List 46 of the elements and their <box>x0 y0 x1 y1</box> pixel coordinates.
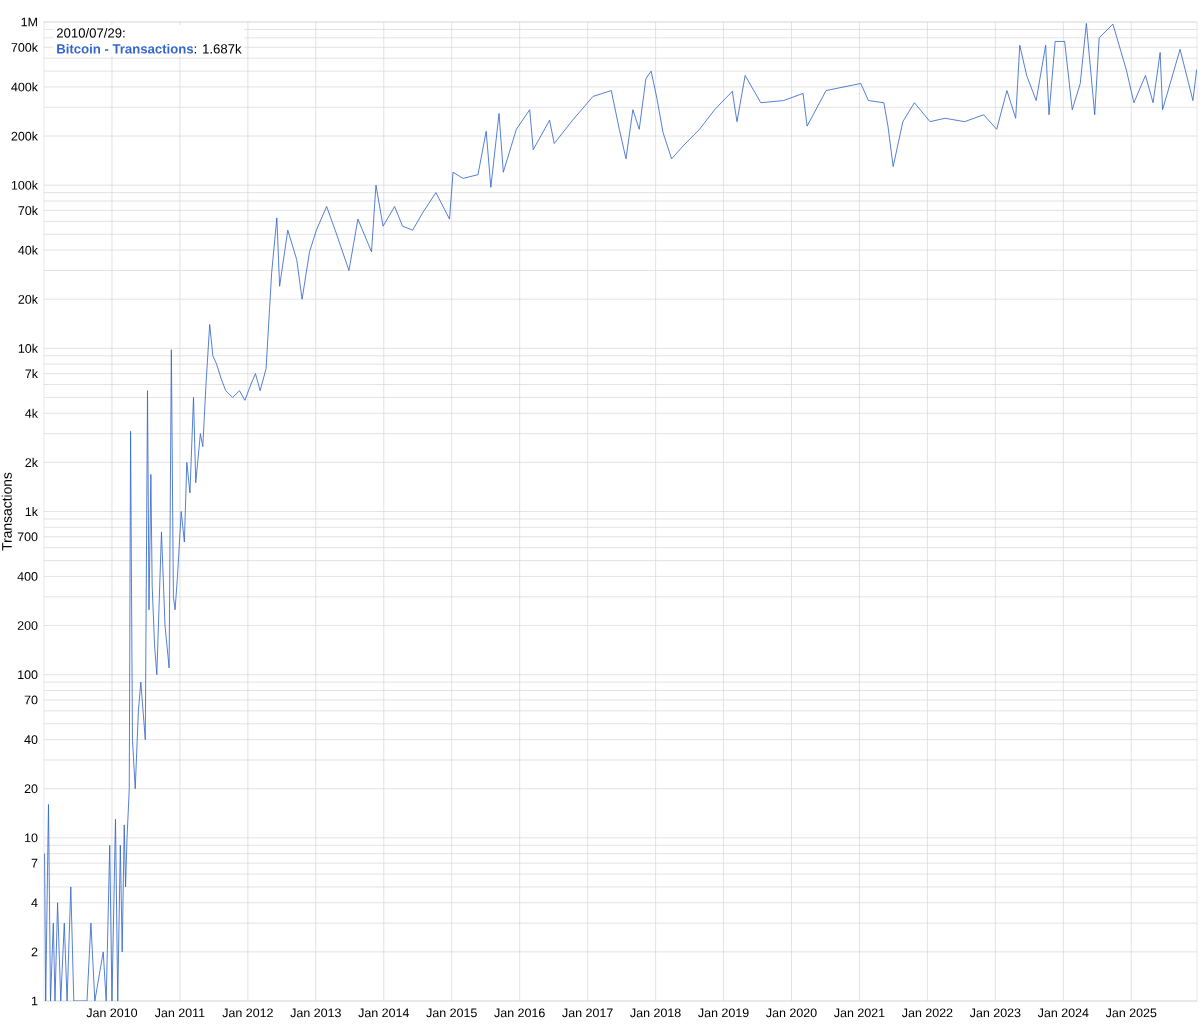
x-tick-label: Jan 2023 <box>969 1008 1021 1018</box>
x-tick-label: Jan 2010 <box>86 1008 138 1018</box>
y-tick-label: 10k <box>18 343 38 353</box>
x-tick-label: Jan 2014 <box>358 1008 410 1018</box>
y-tick-label: 10 <box>25 833 38 843</box>
y-tick-label: 700k <box>11 42 38 52</box>
y-tick-label: 20 <box>24 784 38 794</box>
x-tick-label: Jan 2020 <box>766 1008 817 1018</box>
y-tick-label: 4k <box>25 408 38 418</box>
y-tick-label: 400k <box>11 82 38 92</box>
y-tick-label: 1M <box>21 17 37 27</box>
y-tick-label: 7k <box>25 369 38 379</box>
x-tick-label: Jan 2017 <box>562 1008 613 1018</box>
x-tick-label: Jan 2013 <box>290 1008 341 1018</box>
line-series <box>44 23 1198 1001</box>
y-axis-title: Transactions <box>1 472 12 551</box>
y-tick-label: 700 <box>17 532 38 542</box>
y-tick-label: 40 <box>24 735 38 745</box>
y-tick-label: 1 <box>31 996 38 1006</box>
y-tick-label: 70 <box>24 695 38 705</box>
y-tick-label: 200 <box>17 621 38 630</box>
y-tick-label: 200k <box>11 131 38 141</box>
y-tick-label: 4 <box>31 898 38 908</box>
y-tick-label: 400 <box>17 572 38 581</box>
y-tick-label: 20k <box>18 294 38 304</box>
y-tick-label: 70k <box>18 205 38 216</box>
x-tick-label: Jan 2012 <box>222 1008 273 1018</box>
annotation: : 1.687k <box>194 43 242 54</box>
x-tick-label: Jan 2018 <box>630 1008 681 1018</box>
y-tick-label: 100k <box>11 180 38 190</box>
x-tick-label: Jan 2016 <box>494 1008 545 1018</box>
x-tick-label: Jan 2019 <box>698 1008 749 1018</box>
y-tick-label: 1k <box>25 506 38 517</box>
y-tick-label: 100 <box>18 670 38 680</box>
x-tick-label: Jan 2025 <box>1105 1008 1157 1018</box>
annotation: 2010/07/29: <box>56 27 125 38</box>
y-tick-label: 2 <box>31 947 38 957</box>
x-tick-label: Jan 2011 <box>154 1008 205 1018</box>
y-tick-label: 40k <box>18 245 38 255</box>
x-tick-label: Jan 2021 <box>834 1008 885 1018</box>
x-tick-label: Jan 2015 <box>426 1008 477 1018</box>
x-tick-label: Jan 2024 <box>1037 1008 1089 1018</box>
x-tick-label: Jan 2022 <box>902 1008 953 1018</box>
y-tick-label: 2k <box>25 457 38 467</box>
text: Bitcoin - Transactions <box>57 43 194 54</box>
y-tick-label: 7 <box>31 858 38 868</box>
